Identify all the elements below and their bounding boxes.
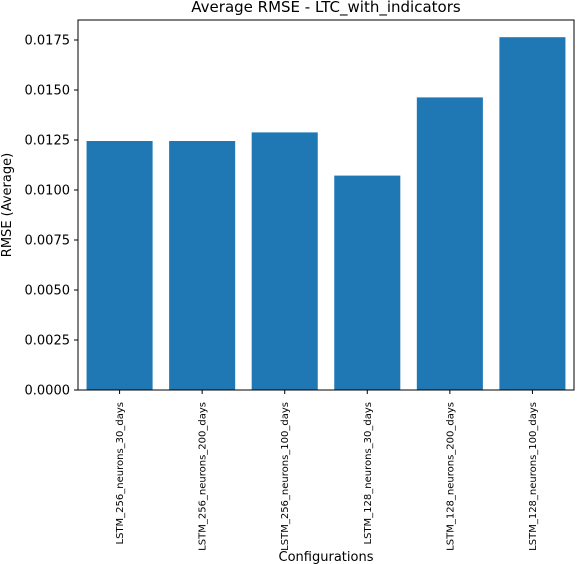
y-tick-label: 0.0100 — [25, 184, 71, 199]
x-tick-label: LSTM_256_neurons_30_days — [115, 402, 126, 544]
x-tick-label: LSTM_128_neurons_200_days — [445, 402, 456, 551]
x-axis-ticks: LSTM_256_neurons_30_days LSTM_256_neurons… — [115, 390, 539, 551]
y-axis-ticks: 0.0000 0.0025 0.0050 0.0075 0.0100 0.0125 0.01… — [25, 34, 78, 399]
bar-LSTM_128_neurons_100_days — [499, 37, 566, 390]
x-tick-label: LSTM_256_neurons_100_days — [280, 402, 291, 551]
x-tick-label: LSTM_128_neurons_30_days — [363, 402, 374, 544]
bar-LSTM_256_neurons_30_days — [86, 141, 153, 390]
y-tick-label: 0.0150 — [25, 84, 71, 99]
x-tick-label: LSTM_128_neurons_100_days — [528, 402, 539, 551]
plot-frame — [77, 19, 575, 391]
x-tick-label: LSTM_256_neurons_200_days — [198, 402, 209, 551]
bars-group — [86, 37, 566, 391]
bar-LSTM_256_neurons_100_days — [251, 132, 318, 390]
y-tick-label: 0.0000 — [25, 384, 71, 399]
y-tick-label: 0.0050 — [25, 284, 71, 299]
y-axis-label: RMSE (Average) — [0, 153, 15, 257]
x-axis-label: Configurations — [279, 550, 374, 564]
bar-LSTM_256_neurons_200_days — [169, 141, 236, 390]
y-tick-label: 0.0025 — [25, 334, 71, 349]
y-tick-label: 0.0075 — [25, 234, 71, 249]
y-tick-label: 0.0175 — [25, 34, 71, 49]
bar-LSTM_128_neurons_200_days — [416, 97, 483, 391]
chart-title: Average RMSE - LTC_with_indicators — [191, 0, 461, 17]
bar-LSTM_128_neurons_30_days — [334, 175, 401, 390]
y-tick-label: 0.0125 — [25, 134, 71, 149]
